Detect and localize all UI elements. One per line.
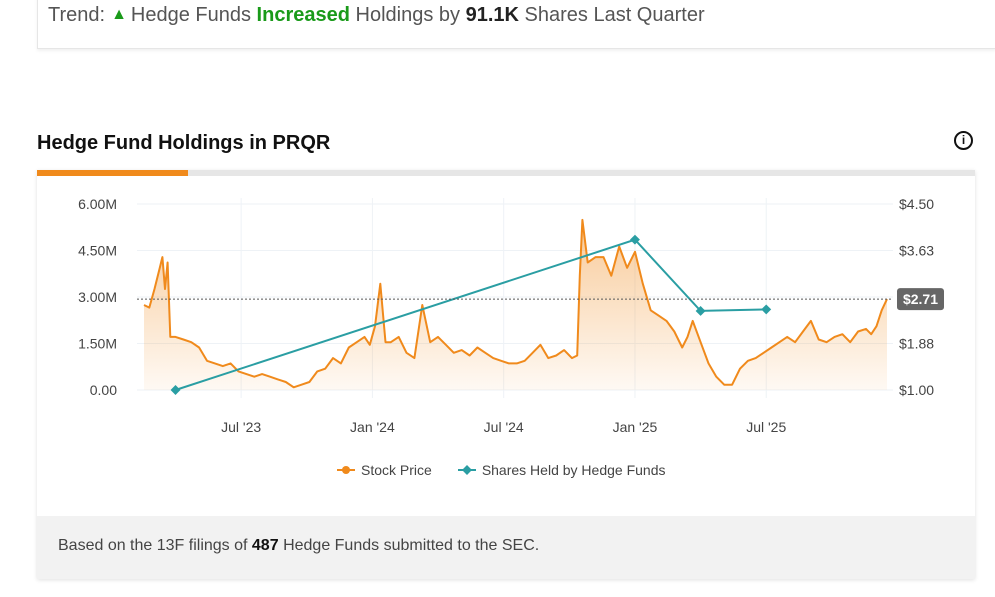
trend-suffix: Shares Last Quarter <box>524 4 705 26</box>
current-price-badge <box>897 288 944 311</box>
y-right-tick-label: $4.50 <box>899 196 934 212</box>
reference-line: $2.71 <box>137 288 944 311</box>
trend-amount: 91.1K <box>465 4 519 26</box>
stock-price-line <box>143 218 888 389</box>
y-left-tick-label: 6.00M <box>78 196 117 212</box>
y-left-tick-label: 3.00M <box>78 289 117 305</box>
y-right-tick-label: $3.63 <box>899 243 934 259</box>
footer: Based on the 13F filings of 487 Hedge Fu… <box>37 516 975 579</box>
triangle-up-icon: ▲ <box>111 6 127 23</box>
y-right-tick-label: $1.88 <box>899 336 934 352</box>
y-left-tick-label: 0.00 <box>90 382 117 398</box>
trend-prefix: Trend: <box>48 4 106 26</box>
trend-text: Trend: ▲ Hedge Funds Increased Holdings by… <box>48 4 705 27</box>
legend-label: Shares Held by Hedge Funds <box>481 462 666 478</box>
x-tick-label: Jul '24 <box>484 419 524 435</box>
trend-subject: Hedge Funds <box>130 4 251 26</box>
trend-banner: Trend: ▲ Hedge Funds Increased Holdings by… <box>37 0 995 49</box>
holdings-point <box>761 304 772 315</box>
x-tick-label: Jan '25 <box>613 419 658 435</box>
trend-middle: Holdings by <box>355 4 461 26</box>
legend-label: Stock Price <box>361 462 432 478</box>
footer-prefix: Based on the 13F filings of <box>58 537 248 554</box>
current-price-label: $2.71 <box>903 291 938 307</box>
active-tab-indicator <box>37 170 188 176</box>
trend-direction: Increased <box>256 4 350 26</box>
legend-item-stock-price[interactable]: Stock Price <box>337 462 432 478</box>
x-tick-label: Jul '25 <box>746 419 786 435</box>
legend-item-hedge-funds[interactable]: Shares Held by Hedge Funds <box>457 462 666 478</box>
tab-bar <box>37 170 975 176</box>
y-axis-left: 0.00 1.50M 3.00M 4.50M 6.00M <box>78 196 117 398</box>
info-icon[interactable]: i <box>954 131 973 150</box>
y-right-tick-label: $1.00 <box>899 382 934 398</box>
x-axis: Jul '23 Jan '24 Jul '24 Jan '25 Jul '25 <box>221 419 786 435</box>
y-left-tick-label: 4.50M <box>78 243 117 259</box>
holdings-point <box>630 234 640 245</box>
section-title: Hedge Fund Holdings in PRQR <box>37 132 331 154</box>
stock-price-area <box>144 219 887 390</box>
legend-stock-price-icon <box>337 466 355 474</box>
series-layer <box>143 218 888 395</box>
legend: Stock Price Shares Held by Hedge Funds <box>337 462 665 478</box>
y-left-tick-label: 1.50M <box>78 336 117 352</box>
footer-suffix: Hedge Funds submitted to the SEC. <box>283 537 540 554</box>
x-tick-label: Jul '23 <box>221 419 261 435</box>
holdings-point <box>170 385 181 395</box>
hedge-fund-holdings-line <box>175 238 767 391</box>
legend-hedge-funds-icon <box>457 465 476 475</box>
x-tick-label: Jan '24 <box>350 419 395 435</box>
footer-text: Based on the 13F filings of 487 Hedge Fu… <box>58 537 539 555</box>
hedge-fund-count: 487 <box>251 537 279 554</box>
holdings-point <box>695 306 706 316</box>
